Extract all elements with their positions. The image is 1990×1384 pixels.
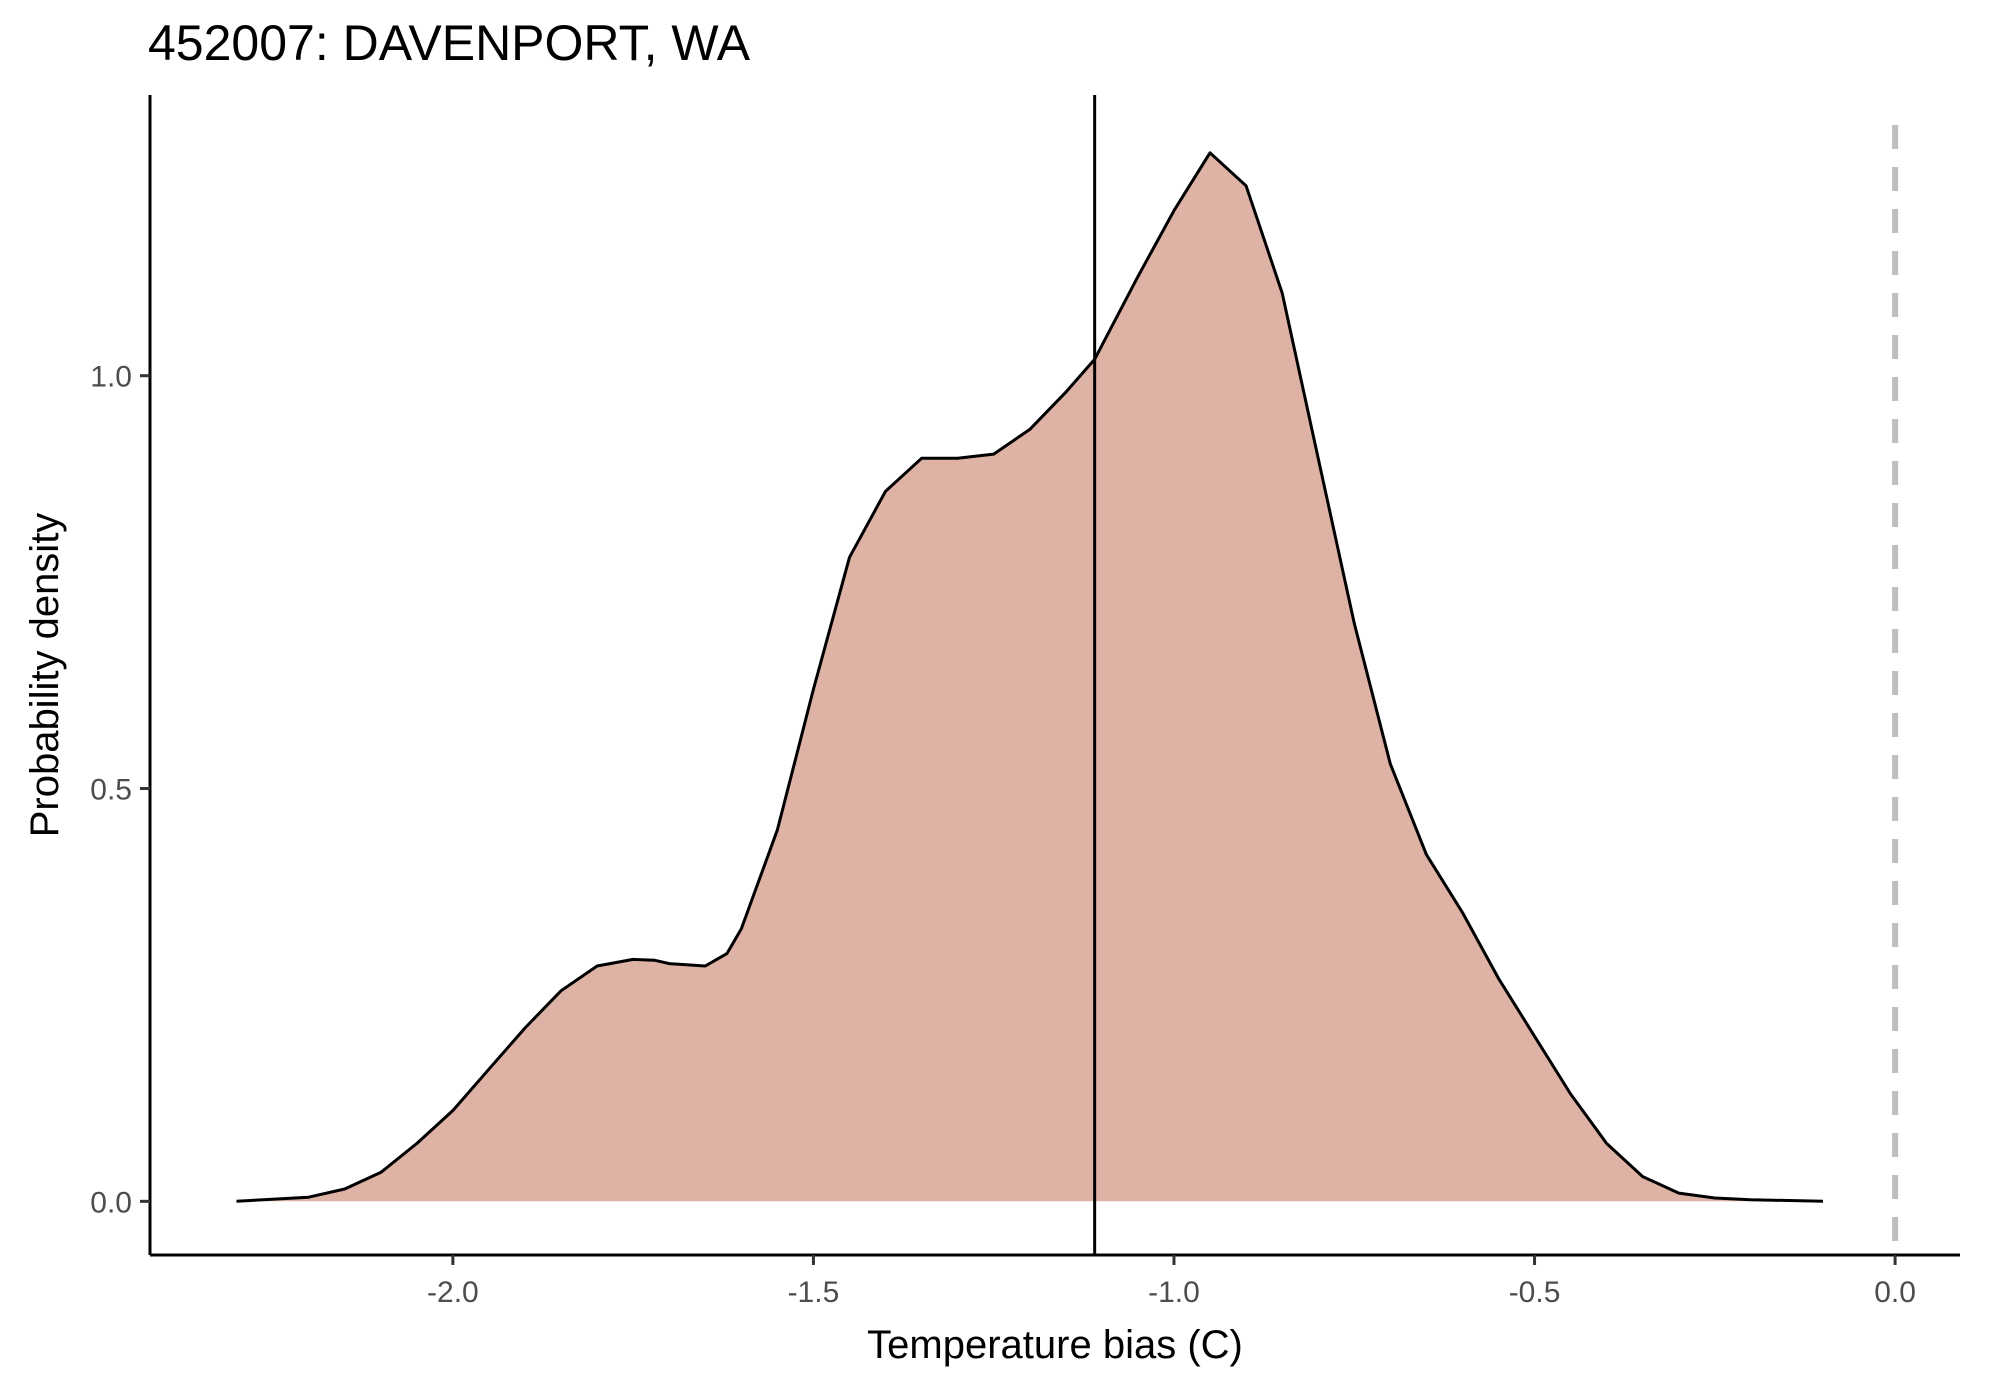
x-tick-label: 0.0	[1874, 1276, 1916, 1309]
x-axis-title: Temperature bias (C)	[867, 1323, 1243, 1367]
y-tick-label: 0.5	[90, 774, 132, 807]
x-tick-label: -2.0	[427, 1276, 479, 1309]
x-tick-label: -0.5	[1509, 1276, 1561, 1309]
y-tick-label: 0.0	[90, 1186, 132, 1219]
x-tick-label: -1.5	[788, 1276, 840, 1309]
density-line-0	[236, 151, 1824, 1203]
y-axis-title: Probability density	[23, 513, 67, 838]
chart-marks	[236, 95, 1899, 1255]
y-tick-label: 1.0	[90, 361, 132, 394]
x-tick-label: -1.0	[1148, 1276, 1200, 1309]
chart-title: 452007: DAVENPORT, WA	[148, 15, 751, 71]
chart-axes: -2.0 -1.5 -1.0 -0.5 0.0 0.0 0.5 1.0	[90, 95, 1960, 1309]
density-area-0	[236, 152, 1823, 1202]
